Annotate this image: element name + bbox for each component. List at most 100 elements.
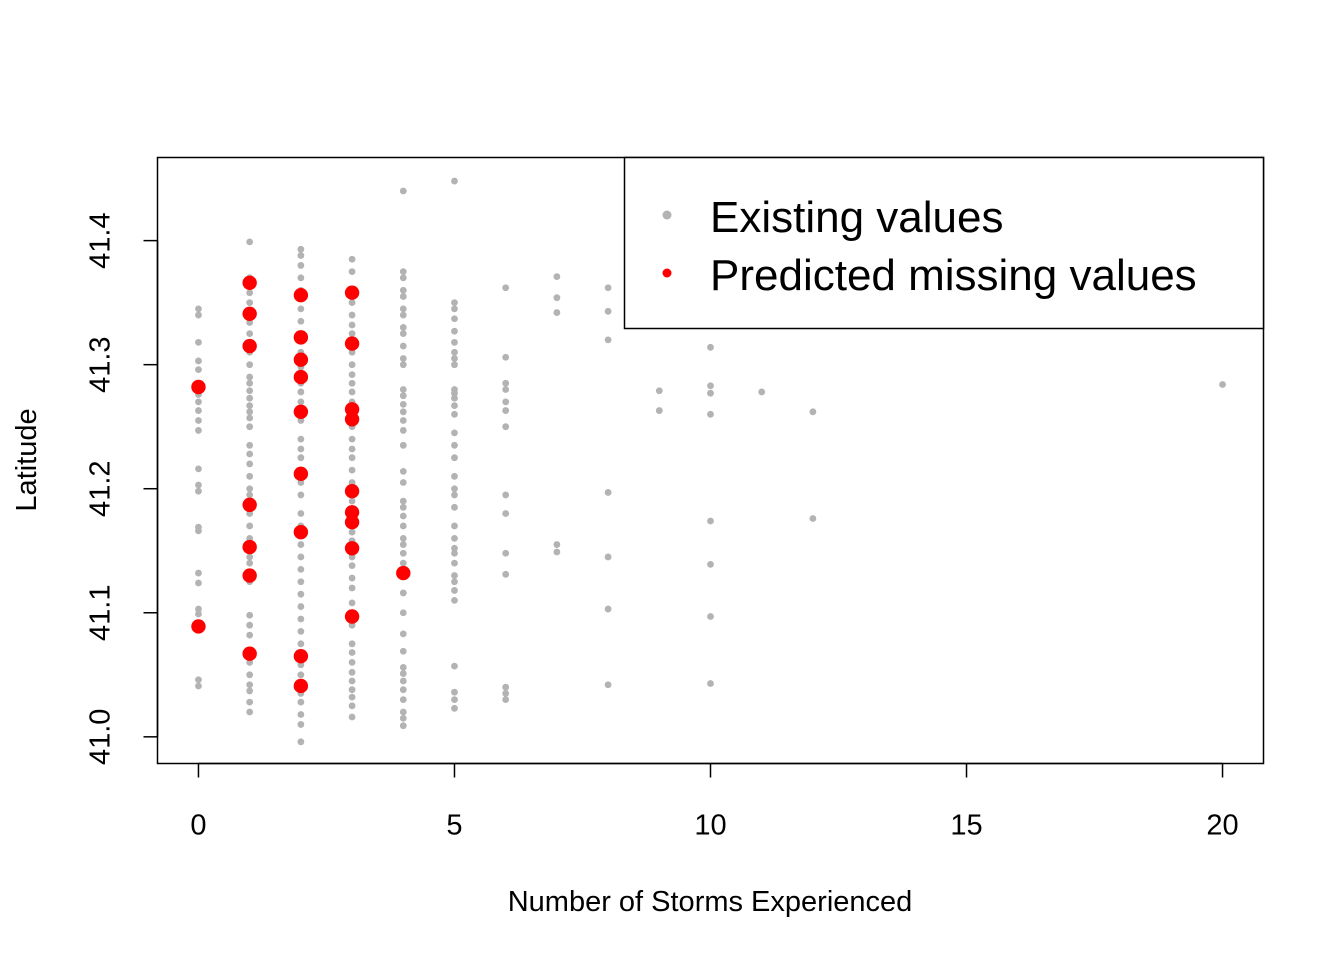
x-tick-label: 20 — [1206, 810, 1238, 842]
predicted-value-point — [293, 524, 309, 540]
existing-value-point — [297, 398, 305, 406]
existing-value-point — [604, 553, 612, 561]
existing-value-point — [195, 610, 202, 618]
existing-value-point — [502, 570, 510, 578]
existing-value-point — [451, 472, 458, 480]
existing-value-point — [348, 379, 356, 387]
existing-value-point — [553, 309, 561, 316]
existing-value-point — [195, 527, 202, 535]
existing-value-point — [348, 668, 356, 676]
legend-label-predicted: Predicted missing values — [710, 251, 1197, 300]
legend-marker-existing — [662, 210, 672, 220]
existing-value-point — [604, 489, 612, 496]
existing-value-point — [246, 402, 254, 410]
existing-value-point — [297, 698, 305, 706]
existing-value-point — [348, 693, 356, 701]
existing-value-point — [348, 640, 356, 648]
existing-value-point — [451, 704, 458, 712]
existing-value-point — [246, 299, 254, 307]
existing-value-point — [451, 327, 458, 335]
existing-value-point — [195, 398, 202, 406]
existing-value-point — [451, 315, 458, 323]
existing-value-point — [399, 609, 407, 617]
legend-box — [623, 156, 1265, 330]
existing-value-point — [195, 407, 202, 414]
existing-value-point — [399, 479, 407, 486]
existing-value-point — [399, 355, 407, 362]
existing-value-point — [451, 389, 458, 397]
existing-value-point — [399, 534, 407, 542]
existing-value-point — [297, 274, 305, 282]
existing-value-point — [246, 708, 254, 716]
predicted-value-point — [242, 275, 257, 290]
existing-value-point — [348, 677, 356, 685]
y-tick-label: 41.4 — [85, 212, 117, 268]
existing-value-point — [246, 472, 254, 480]
existing-value-point — [297, 388, 305, 396]
existing-value-point — [348, 330, 356, 338]
existing-value-point — [348, 445, 356, 453]
existing-value-point — [246, 441, 254, 449]
existing-value-point — [297, 590, 305, 598]
existing-value-point — [451, 454, 458, 462]
existing-value-point — [246, 559, 254, 567]
existing-value-point — [246, 330, 254, 338]
x-tick-label: 15 — [950, 810, 982, 842]
existing-value-point — [502, 284, 510, 292]
predicted-value-point — [293, 352, 309, 367]
predicted-value-point — [293, 466, 309, 482]
existing-value-point — [1219, 381, 1226, 388]
existing-value-point — [348, 528, 356, 536]
existing-value-point — [399, 522, 407, 530]
existing-value-point — [399, 342, 407, 350]
predicted-value-point — [191, 619, 206, 634]
existing-value-point — [195, 338, 202, 346]
predicted-value-point — [242, 568, 257, 583]
predicted-value-point — [344, 609, 360, 624]
existing-value-point — [348, 435, 356, 443]
existing-value-point — [399, 670, 407, 677]
existing-value-point — [502, 386, 510, 393]
existing-value-point — [297, 603, 305, 610]
existing-value-point — [246, 522, 254, 530]
predicted-value-point — [293, 648, 309, 664]
x-axis-label: Number of Storms Experienced — [508, 886, 913, 918]
existing-value-point — [297, 565, 305, 573]
existing-value-point — [195, 605, 202, 613]
existing-value-point — [246, 621, 254, 629]
existing-value-point — [297, 305, 305, 313]
existing-value-point — [195, 682, 202, 690]
existing-value-point — [399, 512, 407, 520]
existing-value-point — [451, 572, 458, 579]
existing-value-point — [707, 343, 714, 351]
existing-value-point — [246, 460, 254, 468]
existing-value-point — [451, 338, 458, 346]
existing-value-point — [502, 510, 510, 517]
existing-value-point — [297, 454, 305, 462]
existing-value-point — [451, 429, 458, 437]
existing-value-point — [195, 357, 202, 365]
existing-value-point — [451, 662, 458, 670]
predicted-value-point — [242, 338, 257, 354]
existing-value-point — [399, 467, 407, 475]
existing-value-point — [246, 687, 254, 695]
existing-value-point — [399, 400, 407, 408]
existing-value-point — [604, 284, 612, 292]
existing-value-point — [348, 466, 356, 474]
existing-value-point — [246, 485, 254, 493]
existing-value-point — [399, 503, 407, 511]
predicted-value-point — [242, 646, 257, 661]
existing-value-point — [451, 441, 458, 449]
existing-value-point — [399, 187, 407, 195]
existing-value-point — [399, 330, 407, 338]
existing-value-point — [297, 640, 305, 648]
existing-value-point — [707, 517, 714, 525]
y-axis: 41.0 41.1 41.2 41.3 41.4 — [85, 212, 159, 765]
existing-value-point — [451, 361, 458, 369]
existing-value-point — [809, 408, 817, 416]
legend-marker-predicted — [662, 268, 672, 278]
existing-value-point — [451, 534, 458, 542]
existing-value-point — [246, 698, 254, 706]
existing-value-point — [451, 596, 458, 604]
existing-value-point — [399, 361, 407, 369]
